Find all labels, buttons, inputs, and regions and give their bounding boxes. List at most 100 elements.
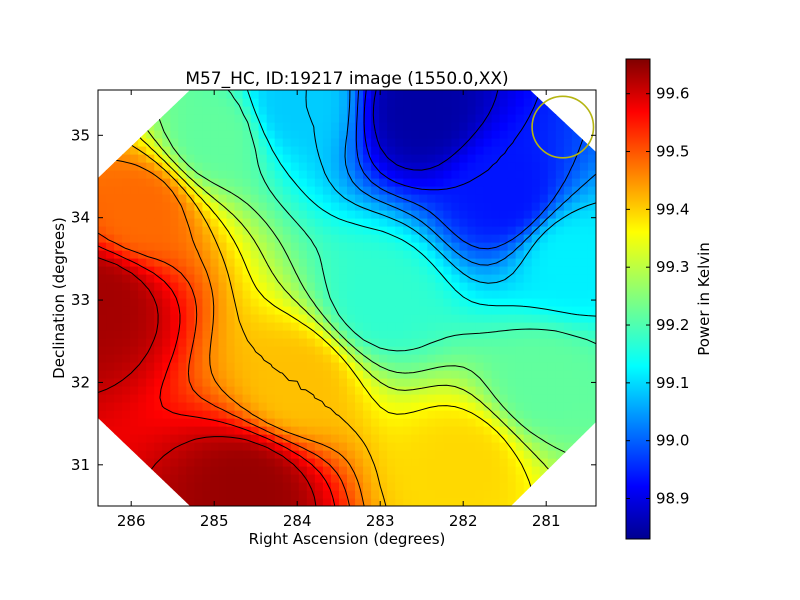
heatmap-cell xyxy=(242,282,252,291)
heatmap-cell xyxy=(130,130,139,139)
heatmap-cell xyxy=(491,282,501,291)
heatmap-cell xyxy=(387,226,396,235)
heatmap-cell xyxy=(451,234,461,243)
heatmap-cell xyxy=(186,298,195,307)
heatmap-cell xyxy=(266,234,276,243)
heatmap-cell xyxy=(178,242,187,251)
heatmap-cell xyxy=(451,146,461,155)
heatmap-cell xyxy=(282,114,292,123)
heatmap-cell xyxy=(547,450,557,459)
heatmap-cell xyxy=(531,426,541,435)
heatmap-cell xyxy=(387,434,396,443)
heatmap-cell xyxy=(170,282,179,291)
heatmap-cell xyxy=(459,362,469,371)
heatmap-cell xyxy=(387,258,396,267)
heatmap-cell xyxy=(507,114,517,123)
heatmap-cell xyxy=(226,426,236,435)
heatmap-cell xyxy=(499,362,509,371)
heatmap-cell xyxy=(419,162,428,171)
heatmap-cell xyxy=(322,146,332,155)
heatmap-cell xyxy=(306,442,316,451)
y-tick-label: 34 xyxy=(71,209,90,227)
heatmap-cell xyxy=(178,258,187,267)
heatmap-cell xyxy=(347,242,356,251)
heatmap-cell xyxy=(138,154,147,163)
heatmap-cell xyxy=(250,450,260,459)
heatmap-cell xyxy=(194,346,204,355)
heatmap-cell xyxy=(483,410,493,419)
heatmap-cell xyxy=(138,282,147,291)
x-axis-label: Right Ascension (degrees) xyxy=(249,530,446,548)
heatmap-cell xyxy=(355,258,364,267)
heatmap-cell xyxy=(515,402,525,411)
heatmap-cell xyxy=(130,98,139,107)
colorbar-tick-label: 99.4 xyxy=(656,200,689,218)
heatmap-cell xyxy=(130,370,139,379)
heatmap-cell xyxy=(274,250,284,259)
heatmap-cell xyxy=(531,290,541,299)
heatmap-cell xyxy=(459,418,469,427)
heatmap-cell xyxy=(411,210,420,219)
heatmap-cell xyxy=(363,410,372,419)
heatmap-cell xyxy=(515,122,525,131)
heatmap-cell xyxy=(130,250,139,259)
heatmap-cell xyxy=(371,146,380,155)
heatmap-cell xyxy=(282,146,292,155)
heatmap-cell xyxy=(130,170,139,179)
heatmap-cell xyxy=(274,274,284,283)
heatmap-cell xyxy=(258,154,268,163)
heatmap-cell xyxy=(411,202,420,211)
heatmap-cell xyxy=(563,250,573,259)
heatmap-cell xyxy=(106,250,115,259)
heatmap-cell xyxy=(178,178,187,187)
heatmap-cell xyxy=(547,258,557,267)
heatmap-cell xyxy=(387,322,396,331)
heatmap-cell xyxy=(411,162,420,171)
heatmap-cell xyxy=(523,346,533,355)
heatmap-cell xyxy=(138,498,147,506)
heatmap-cell xyxy=(467,434,477,443)
heatmap-cell xyxy=(451,322,461,331)
heatmap-cell xyxy=(467,394,477,403)
heatmap-cell xyxy=(106,362,115,371)
heatmap-cell xyxy=(162,362,171,371)
heatmap-cell xyxy=(459,370,469,379)
heatmap-cell xyxy=(298,122,308,131)
heatmap-cell xyxy=(475,130,485,139)
heatmap-cell xyxy=(587,274,596,283)
heatmap-cell xyxy=(571,314,581,323)
heatmap-cell xyxy=(290,474,300,483)
heatmap-cell xyxy=(579,218,589,227)
heatmap-cell xyxy=(435,242,444,251)
heatmap-cell xyxy=(146,250,155,259)
heatmap-cell xyxy=(194,410,204,419)
heatmap-cell xyxy=(475,162,485,171)
heatmap-cell xyxy=(523,258,533,267)
heatmap-cell xyxy=(507,130,517,139)
heatmap-cell xyxy=(539,210,549,219)
heatmap-cell xyxy=(290,450,300,459)
heatmap-cell xyxy=(459,298,469,307)
heatmap-cell xyxy=(186,218,195,227)
heatmap-cell xyxy=(298,466,308,475)
heatmap-cell xyxy=(322,218,332,227)
heatmap-cell xyxy=(403,330,412,339)
heatmap-cell xyxy=(154,418,163,427)
heatmap-cell xyxy=(563,314,573,323)
heatmap-cell xyxy=(355,226,364,235)
heatmap-cell xyxy=(411,242,420,251)
heatmap-cell xyxy=(363,458,372,467)
heatmap-cell xyxy=(258,426,268,435)
heatmap-cell xyxy=(322,466,332,475)
heatmap-cell xyxy=(322,90,332,99)
heatmap-cell xyxy=(539,466,549,475)
heatmap-cell xyxy=(210,114,220,123)
heatmap-cell xyxy=(146,162,155,171)
heatmap-cell xyxy=(314,450,324,459)
heatmap-cell xyxy=(138,114,147,123)
heatmap-cell xyxy=(242,170,252,179)
heatmap-cell xyxy=(419,194,428,203)
heatmap-cell xyxy=(226,154,236,163)
heatmap-cell xyxy=(427,202,436,211)
heatmap-cell xyxy=(483,498,493,506)
